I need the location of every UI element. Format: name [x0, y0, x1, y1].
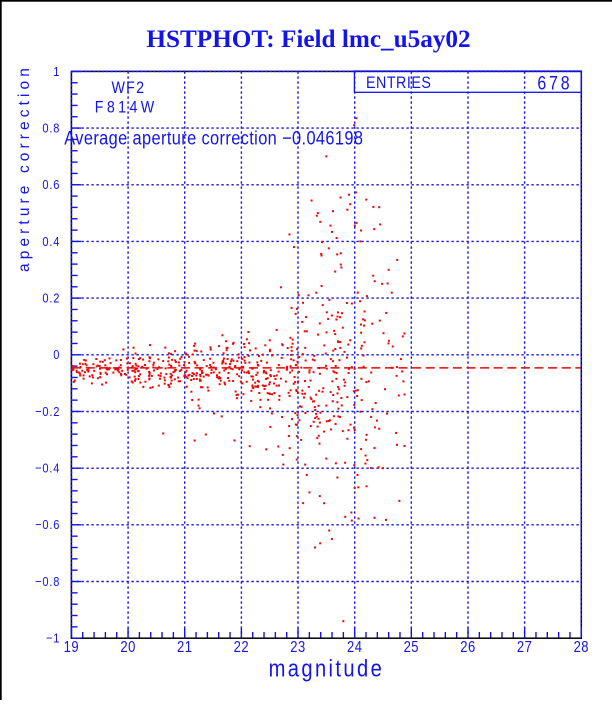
- svg-text:Average aperture correction −0: Average aperture correction −0.046198: [64, 127, 363, 149]
- svg-text:−0.4: −0.4: [35, 461, 60, 476]
- svg-text:−0.8: −0.8: [35, 574, 60, 589]
- svg-text:0.8: 0.8: [42, 121, 60, 136]
- svg-text:−1: −1: [46, 631, 60, 646]
- svg-text:23: 23: [290, 639, 305, 656]
- svg-text:20: 20: [120, 639, 135, 656]
- svg-text:WF2: WF2: [111, 79, 145, 97]
- svg-text:−0.6: −0.6: [35, 517, 60, 532]
- svg-text:0.2: 0.2: [42, 291, 60, 306]
- svg-text:0.4: 0.4: [42, 234, 60, 249]
- svg-text:aperture correction: aperture correction: [16, 64, 33, 272]
- svg-text:678: 678: [537, 72, 572, 94]
- svg-text:1: 1: [53, 64, 60, 79]
- svg-text:25: 25: [404, 639, 419, 656]
- svg-text:ENTRIES: ENTRIES: [366, 74, 431, 92]
- svg-text:F814W: F814W: [95, 98, 158, 116]
- svg-text:−0.2: −0.2: [35, 404, 60, 419]
- svg-text:magnitude: magnitude: [269, 655, 385, 682]
- svg-text:26: 26: [460, 639, 475, 656]
- svg-text:22: 22: [234, 639, 249, 656]
- svg-text:27: 27: [517, 639, 532, 656]
- svg-text:0: 0: [53, 347, 60, 362]
- svg-text:HSTPHOT: Field lmc_u5ay02: HSTPHOT: Field lmc_u5ay02: [146, 26, 470, 53]
- svg-text:21: 21: [177, 639, 192, 656]
- svg-text:28: 28: [574, 639, 589, 656]
- svg-text:0.6: 0.6: [42, 177, 60, 192]
- svg-text:24: 24: [347, 639, 362, 656]
- svg-text:19: 19: [64, 639, 79, 656]
